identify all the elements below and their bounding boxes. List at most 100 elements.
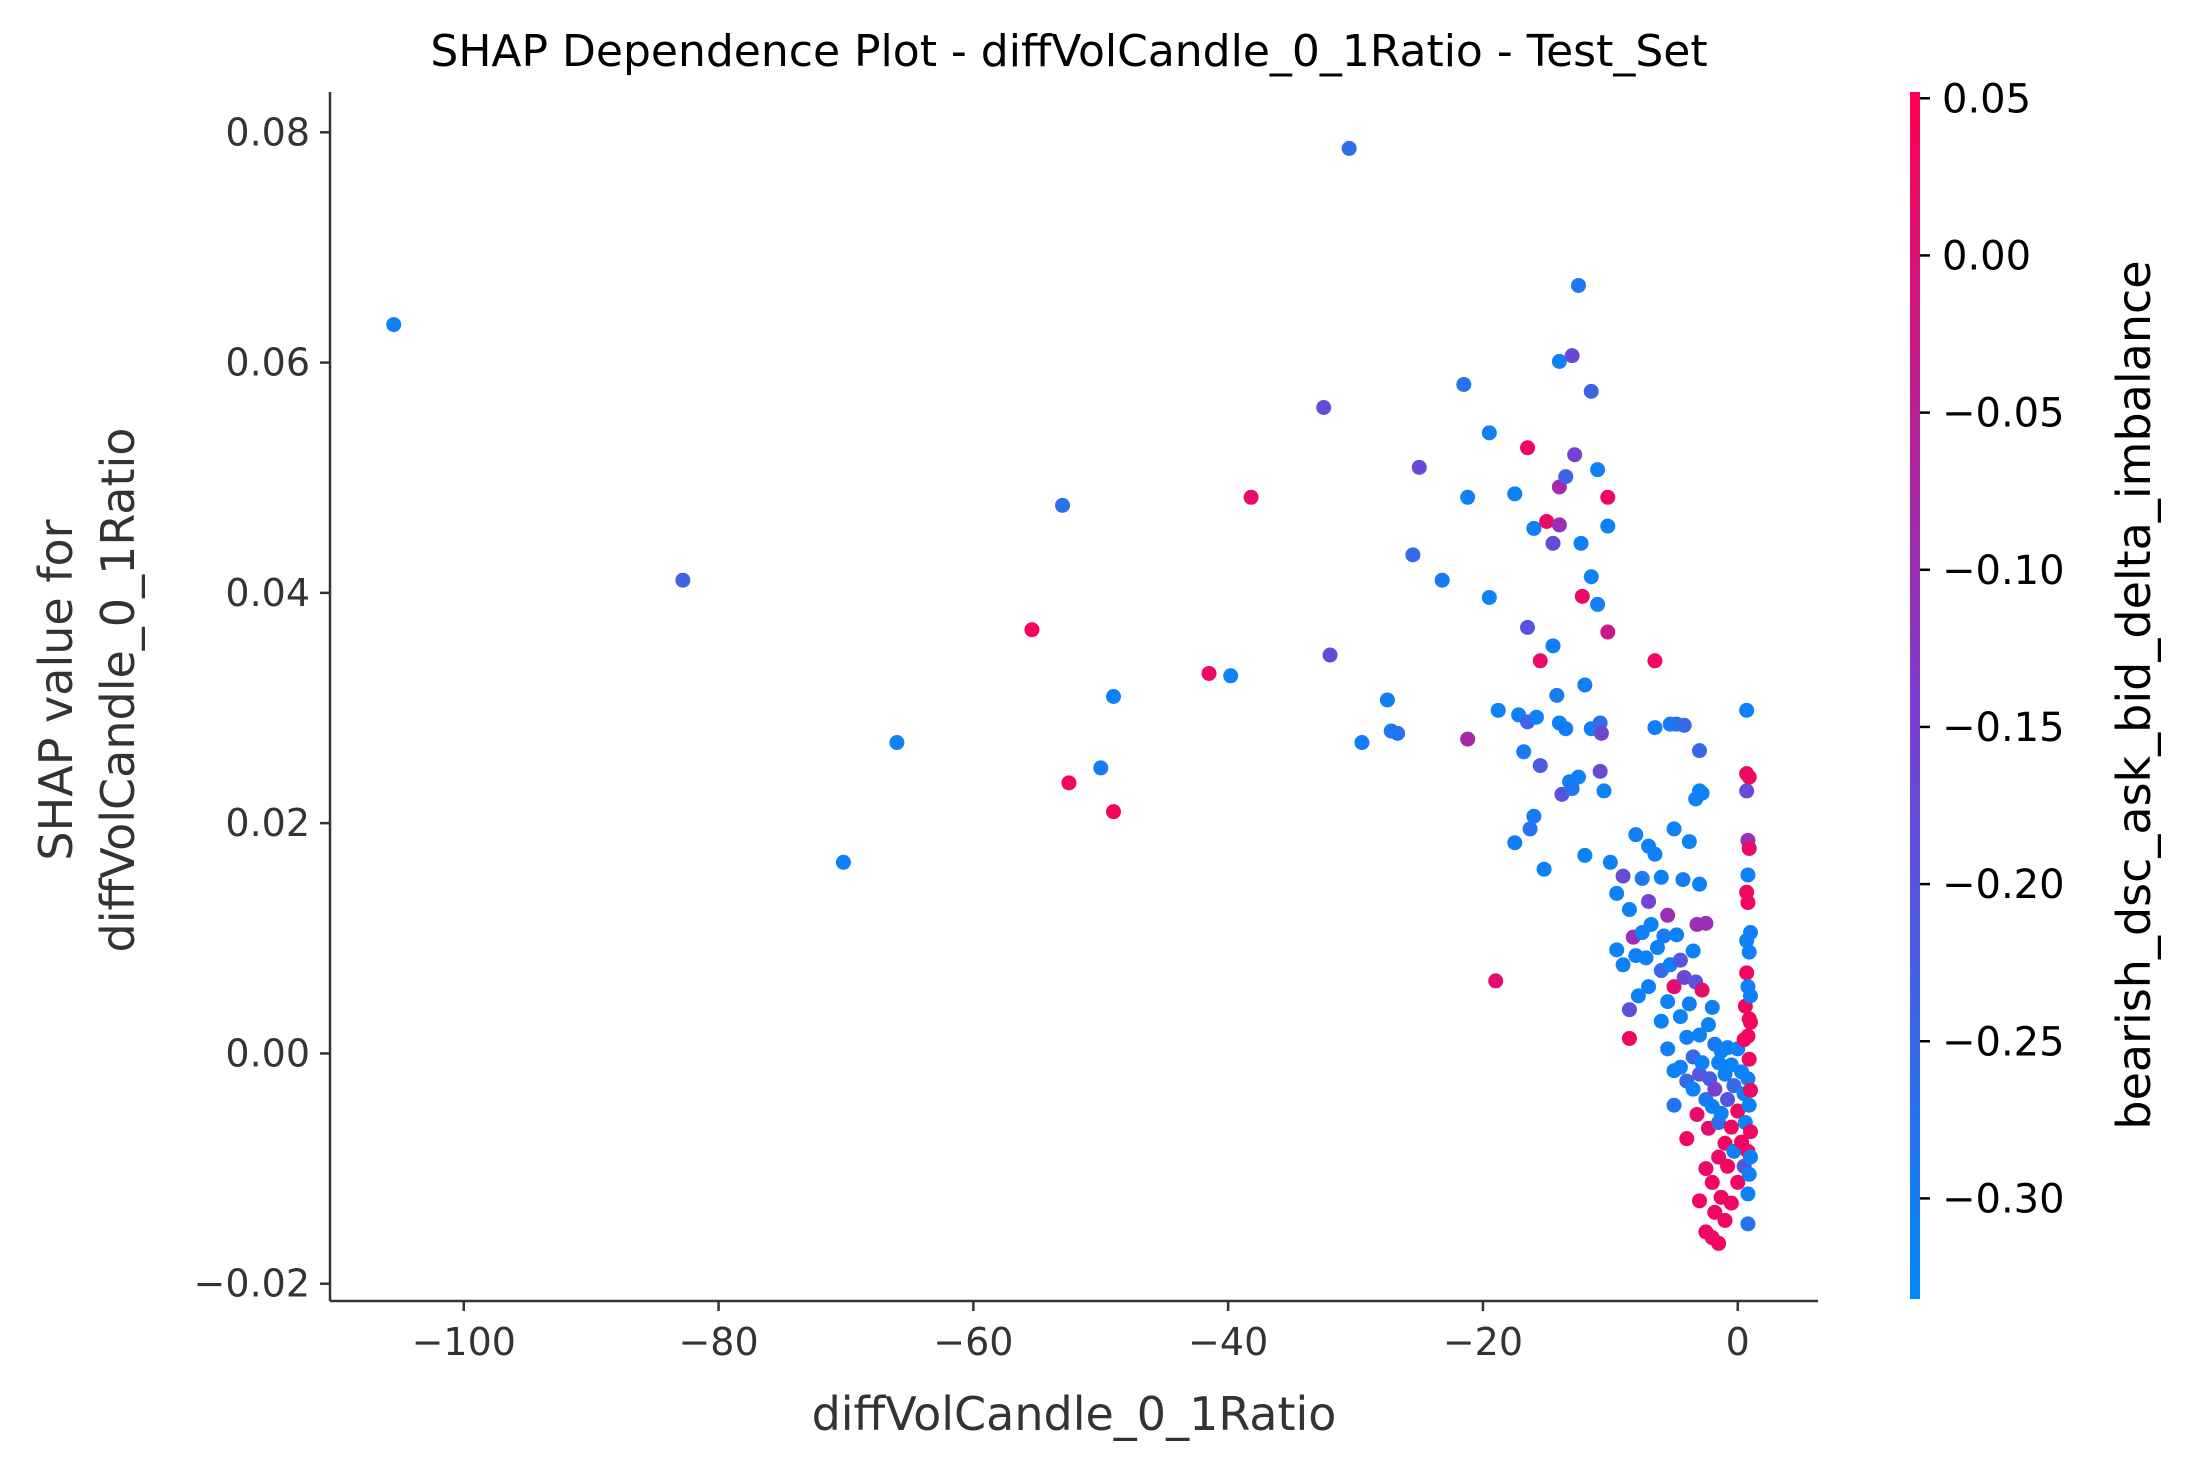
scatter-point xyxy=(1507,486,1523,502)
scatter-point xyxy=(1720,1092,1736,1107)
scatter-point xyxy=(1615,957,1631,973)
scatter-point xyxy=(1741,1097,1757,1113)
scatter-point xyxy=(1621,1002,1637,1018)
scatter-point xyxy=(1600,489,1616,505)
scatter-point xyxy=(1713,1105,1729,1121)
scatter-point xyxy=(1520,440,1536,456)
scatter-point xyxy=(1609,885,1625,901)
scatter-point xyxy=(1456,376,1472,392)
scatter-point xyxy=(1700,1017,1716,1033)
scatter-point xyxy=(1592,763,1608,779)
y-axis-label-line-1: SHAP value for xyxy=(29,519,83,860)
scatter-point xyxy=(1672,1059,1688,1075)
x-axis-label: diffVolCandle_0_1Ratio xyxy=(812,1387,1337,1441)
scatter-point xyxy=(1545,535,1561,551)
y-tick-label: 0.08 xyxy=(225,110,310,154)
scatter-point xyxy=(1434,572,1450,588)
scatter-point xyxy=(1694,785,1710,801)
scatter-point xyxy=(1740,867,1756,883)
scatter-point xyxy=(1730,1103,1746,1119)
scatter-point xyxy=(1742,1082,1758,1098)
scatter-point xyxy=(1676,969,1692,985)
scatter-point xyxy=(1628,827,1644,843)
colorbar-tick-label: −0.25 xyxy=(1942,1019,2065,1065)
scatter-point xyxy=(1711,1055,1727,1071)
scatter-point xyxy=(1093,760,1109,776)
scatter-point xyxy=(1717,1212,1733,1228)
colorbar-tick-label: −0.20 xyxy=(1942,862,2065,908)
scatter-point xyxy=(1679,1131,1695,1147)
scatter-point xyxy=(1692,1193,1708,1209)
scatter-point xyxy=(1615,868,1631,884)
scatter-point xyxy=(1061,775,1077,791)
scatter-point xyxy=(1379,692,1395,708)
scatter-point xyxy=(675,572,691,588)
scatter-point xyxy=(1692,743,1708,759)
scatter-point xyxy=(1720,1158,1736,1174)
scatter-point xyxy=(1704,1174,1720,1190)
scatter-point xyxy=(1685,1081,1701,1097)
x-tick-label: −20 xyxy=(1443,1320,1523,1364)
scatter-point xyxy=(1723,1119,1739,1135)
scatter-point xyxy=(1704,999,1720,1015)
scatter-point xyxy=(1570,769,1586,785)
scatter-point xyxy=(1740,1028,1756,1044)
scatter-point xyxy=(1609,942,1625,958)
colorbar-tick-label: −0.30 xyxy=(1942,1176,2065,1222)
scatter-point xyxy=(1741,944,1757,960)
y-tick-label: 0.06 xyxy=(225,341,310,385)
scatter-point xyxy=(1316,399,1332,415)
y-axis-label: SHAP value for diffVolCandle_0_1Ratio xyxy=(29,428,145,953)
scatter-point xyxy=(1739,783,1755,799)
x-axis-ticks: −100 −80 −60 −40 −20 0 xyxy=(412,1301,1750,1364)
scatter-point xyxy=(1558,469,1574,485)
scatter-point xyxy=(1532,653,1548,669)
scatter-point xyxy=(1405,547,1421,563)
scatter-point xyxy=(1545,638,1561,654)
scatter-point xyxy=(1647,653,1663,669)
scatter-point xyxy=(1656,928,1672,944)
scatter-point xyxy=(1669,927,1685,943)
scatter-point xyxy=(1532,758,1548,774)
scatter-point xyxy=(1596,783,1612,799)
scatter-point xyxy=(1681,834,1697,850)
scatter-point xyxy=(1638,950,1654,966)
scatter-point xyxy=(1341,140,1357,156)
scatter-point xyxy=(1676,717,1692,733)
colorbar-label: bearish_dsc_ask_bid_delta_imbalance xyxy=(2107,260,2161,1129)
scatter-point xyxy=(1742,1149,1758,1165)
scatter-point xyxy=(1675,872,1691,888)
scatter-point xyxy=(1666,821,1682,837)
colorbar-tick-label: 0.00 xyxy=(1942,233,2031,279)
scatter-point xyxy=(1055,497,1071,513)
scatter-point xyxy=(1647,720,1663,736)
scatter-point xyxy=(1481,589,1497,605)
scatter-point xyxy=(1602,854,1618,870)
chart-title: SHAP Dependence Plot - diffVolCandle_0_1… xyxy=(430,26,1707,77)
scatter-point xyxy=(1742,1014,1758,1030)
scatter-point xyxy=(1707,1081,1723,1097)
scatter-point xyxy=(1711,1235,1727,1251)
scatter-point xyxy=(1653,1013,1669,1029)
scatter-point xyxy=(1739,965,1755,981)
scatter-point xyxy=(1583,383,1599,399)
scatter-point xyxy=(1460,489,1476,505)
scatter-point xyxy=(889,735,905,751)
scatter-point xyxy=(1354,735,1370,751)
scatter-point xyxy=(1649,940,1665,956)
scatter-point xyxy=(1621,902,1637,918)
scatter-point xyxy=(1740,895,1756,911)
scatter-point xyxy=(1726,1078,1742,1094)
scatter-point xyxy=(1411,459,1427,475)
y-tick-label: 0.02 xyxy=(225,801,310,845)
x-tick-label: −40 xyxy=(1188,1320,1268,1364)
scatter-point xyxy=(1698,1161,1714,1177)
scatter-point xyxy=(1526,520,1542,536)
scatter-point xyxy=(1558,721,1574,737)
scatter-point xyxy=(1570,277,1586,293)
scatter-point xyxy=(1641,893,1657,909)
scatter-point xyxy=(1711,1149,1727,1165)
y-tick-label: 0.00 xyxy=(225,1031,310,1075)
y-tick-label: 0.04 xyxy=(225,571,310,615)
